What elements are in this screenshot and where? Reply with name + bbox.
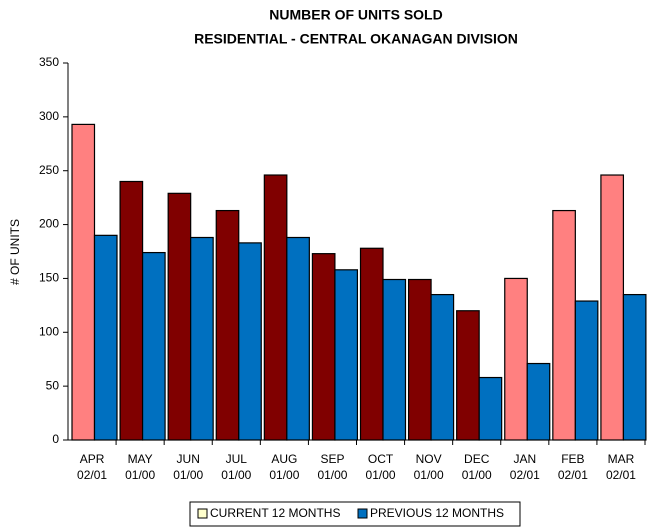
x-tick-label: 01/00 [317,468,347,482]
bar [71,123,96,441]
y-tick-label: 350 [39,55,59,69]
bar [359,247,384,441]
bar [600,174,625,441]
y-tick-label: 150 [39,271,59,285]
bar [478,376,503,441]
legend-swatch [197,508,208,519]
bar [119,180,144,441]
bar [141,251,166,441]
x-tick-label: FEB [561,452,584,466]
x-tick-label: 01/00 [125,468,155,482]
x-tick-label: SEP [320,452,344,466]
bar [622,293,647,441]
x-tick-label: 01/00 [366,468,396,482]
x-tick-label: 02/01 [510,468,540,482]
bar [334,269,359,441]
x-tick-label: JUN [177,452,200,466]
chart-title: NUMBER OF UNITS SOLD [269,7,442,23]
chart-subtitle: RESIDENTIAL - CENTRAL OKANAGAN DIVISION [194,31,518,47]
legend-label: CURRENT 12 MONTHS [210,506,340,520]
bar [167,192,192,441]
bar [430,293,455,441]
x-tick-label: JUL [226,452,248,466]
bar [93,234,118,441]
legend-swatch [357,508,368,519]
x-tick-label: 01/00 [221,468,251,482]
x-tick-label: 02/01 [606,468,636,482]
x-tick-label: 02/01 [558,468,588,482]
y-tick-label: 100 [39,324,59,338]
y-tick-label: 200 [39,217,59,231]
x-tick-label: 01/00 [173,468,203,482]
y-axis-label: # OF UNITS [8,219,22,285]
bar [190,236,214,441]
legend-box [189,501,521,527]
bar [574,300,599,441]
bar [263,174,288,441]
y-tick-label: 0 [52,432,59,446]
bar [407,278,432,441]
x-tick-label: 01/00 [269,468,299,482]
x-tick-label: MAY [128,452,153,466]
y-tick-label: 250 [39,163,59,177]
x-tick-label: DEC [464,452,490,466]
bar [311,253,336,441]
bar [286,236,310,441]
y-tick-label: 300 [39,109,59,123]
x-tick-label: APR [80,452,105,466]
x-tick-label: AUG [271,452,297,466]
bar [215,209,240,441]
x-tick-label: NOV [416,452,442,466]
bar [382,278,407,441]
x-tick-label: 01/00 [414,468,444,482]
x-tick-label: 02/01 [77,468,107,482]
bar [238,242,262,441]
y-tick-label: 50 [46,378,60,392]
legend-label: PREVIOUS 12 MONTHS [370,506,504,520]
bar [552,209,576,441]
bar [456,310,480,441]
x-tick-label: JAN [513,452,536,466]
bar [526,362,551,441]
x-tick-label: OCT [368,452,394,466]
x-tick-label: 01/00 [462,468,492,482]
x-tick-label: MAR [608,452,635,466]
bar [504,277,528,441]
